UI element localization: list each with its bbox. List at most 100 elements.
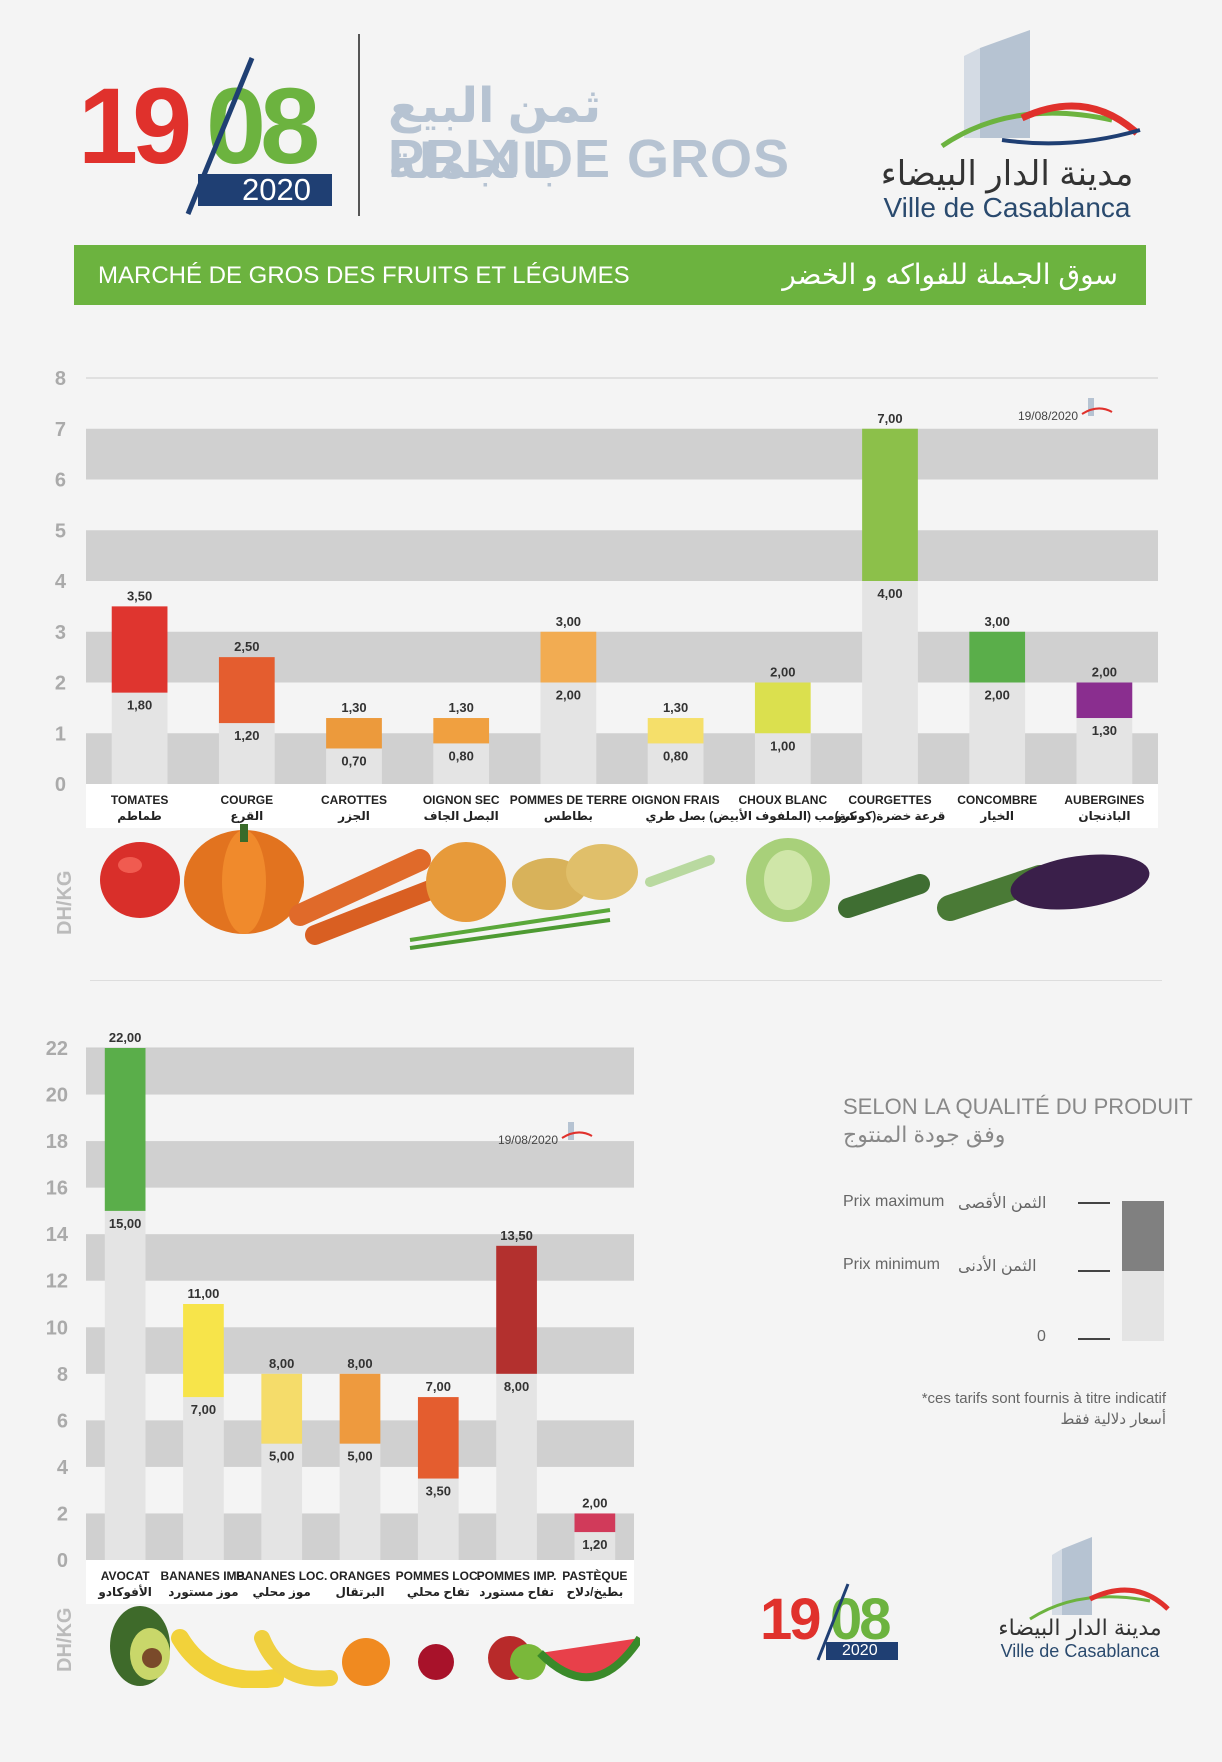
y-tick-label: 8 — [55, 368, 66, 390]
city-logo: مدينة الدار البيضاء Ville de Casablanca — [872, 28, 1142, 228]
banner-title-ar: سوق الجملة للفواكه و الخضر — [782, 259, 1118, 290]
bar-min — [111, 692, 168, 784]
legend-title-fr: SELON LA QUALITÉ DU PRODUIT — [843, 1094, 1193, 1119]
y-tick-label: 4 — [57, 1457, 69, 1479]
category-label-ar: بطيخ/دلاح — [566, 1585, 623, 1599]
footer-city-fr: Ville de Casablanca — [1000, 1641, 1160, 1661]
bar-range — [183, 1304, 224, 1398]
bar-range — [862, 428, 918, 581]
category-label-fr: PASTÈQUE — [562, 1568, 627, 1583]
chart2-unit-label: DH/KG — [54, 1607, 76, 1672]
y-tick-label: 6 — [57, 1410, 68, 1432]
title-ar: ثمن البيع بالجملة — [388, 80, 602, 189]
stamp-date: 19/08/2020 — [1018, 409, 1078, 423]
header-divider — [358, 34, 360, 216]
grid-band — [86, 530, 1158, 581]
min-value-label: 2,00 — [556, 688, 581, 703]
category-label-ar: موز محلي — [253, 1585, 311, 1600]
footer-date-month: 08 — [830, 1587, 891, 1652]
legend-title-ar: وفق جودة المنتوج — [843, 1122, 1006, 1147]
category-label-ar: الجزر — [337, 809, 370, 823]
y-tick-label: 12 — [46, 1271, 68, 1293]
category-label-fr: BANANES IMP. — [161, 1569, 247, 1583]
category-label-fr: CONCOMBRE — [957, 793, 1037, 807]
note-ar: أسعار دلالية فقط — [1060, 1411, 1167, 1428]
footer-date-day: 19 — [760, 1587, 821, 1652]
grid-band — [86, 1327, 634, 1374]
bar-range — [111, 606, 168, 693]
title-fr: PRIX DE GROS — [388, 129, 791, 189]
category-label-ar: البصل الجاف — [424, 809, 499, 823]
category-label-ar: تفاح محلي — [407, 1585, 470, 1599]
bar-min — [183, 1397, 224, 1560]
category-label-fr: AVOCAT — [101, 1569, 151, 1583]
y-tick-label: 22 — [46, 1038, 68, 1060]
stamp-logo-arc — [561, 1131, 593, 1139]
legend-max-fr: Prix maximum — [843, 1193, 945, 1210]
max-value-label: 8,00 — [269, 1356, 294, 1371]
min-value-label: 1,00 — [770, 738, 795, 753]
legend-zero: 0 — [1037, 1328, 1046, 1345]
min-value-label: 1,30 — [1092, 723, 1117, 738]
bar-min — [969, 682, 1026, 784]
category-label-fr: AUBERGINES — [1064, 793, 1144, 807]
min-value-label: 0,80 — [449, 748, 474, 763]
bar-range — [261, 1373, 303, 1444]
category-label-fr: TOMATES — [111, 793, 169, 807]
note-fr: *ces tarifs sont fournis à titre indicat… — [921, 1390, 1166, 1407]
y-tick-label: 3 — [55, 622, 66, 644]
y-tick-label: 16 — [46, 1178, 68, 1200]
grid-band — [86, 428, 1158, 480]
fruits-chart: 0 2 4 6 8 10 12 14 16 18 20 22 19/08/2020 22,00 15,00 A… — [46, 1030, 634, 1604]
min-value-label: 1,80 — [127, 698, 152, 713]
max-value-label: 7,00 — [877, 411, 902, 426]
bar-min — [496, 1373, 537, 1560]
city-name-ar: مدينة الدار البيضاء — [880, 155, 1134, 193]
y-tick-label: 2 — [57, 1503, 68, 1525]
max-value-label: 7,00 — [426, 1379, 451, 1394]
footer-date-year: 2020 — [842, 1642, 878, 1659]
category-label-ar: البرتقال — [335, 1585, 384, 1599]
grid-band — [86, 1141, 634, 1188]
max-value-label: 22,00 — [109, 1030, 142, 1045]
y-tick-label: 20 — [46, 1085, 68, 1107]
y-tick-label: 5 — [55, 520, 66, 542]
city-logo-mark — [940, 30, 1141, 149]
bar-range — [647, 718, 704, 744]
min-value-label: 4,00 — [877, 586, 902, 601]
footer-date-slash — [816, 1583, 850, 1661]
bar-min — [339, 1443, 381, 1560]
category-label-ar: موز مستورد — [168, 1585, 238, 1600]
bar-range — [218, 657, 275, 724]
max-value-label: 2,00 — [582, 1495, 607, 1510]
bar-min — [417, 1478, 459, 1560]
bar-min — [540, 682, 597, 784]
bar-min — [754, 733, 811, 784]
bar-range — [433, 718, 490, 744]
date-year-box — [198, 174, 332, 206]
stamp-date: 19/08/2020 — [498, 1133, 558, 1147]
y-tick-label: 0 — [57, 1550, 68, 1572]
bar-min — [218, 723, 275, 784]
stamp-logo-icon — [568, 1122, 574, 1140]
bar-range — [417, 1397, 459, 1479]
bar-min — [433, 743, 490, 784]
category-label-ar: بطاطس — [544, 809, 593, 823]
city-name-fr: Ville de Casablanca — [883, 192, 1131, 223]
max-value-label: 13,50 — [500, 1228, 533, 1243]
category-label-ar: الخيار — [979, 809, 1014, 823]
category-label-fr: CHOUX BLANC — [738, 793, 827, 807]
y-tick-label: 4 — [55, 571, 67, 593]
legend-max-tick — [1078, 1202, 1110, 1204]
min-value-label: 1,20 — [234, 728, 259, 743]
legend-min-swatch — [1122, 1271, 1164, 1341]
category-label-fr: ORANGES — [330, 1569, 391, 1583]
stamp-logo-arc — [1081, 407, 1113, 415]
footer-date-logo: 19 08 2020 — [760, 1582, 900, 1662]
bar-min — [261, 1443, 303, 1560]
legend-max-swatch — [1122, 1201, 1164, 1271]
category-label-ar: قرعة خضرة(كوسة) — [835, 809, 946, 824]
y-tick-label: 0 — [55, 774, 66, 796]
fruits-illustration — [110, 1606, 640, 1688]
footer-city-ar: مدينة الدار البيضاء — [998, 1615, 1162, 1640]
